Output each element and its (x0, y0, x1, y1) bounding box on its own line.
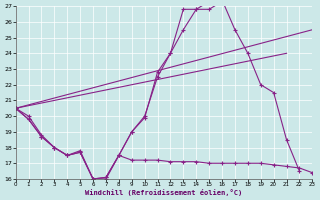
X-axis label: Windchill (Refroidissement éolien,°C): Windchill (Refroidissement éolien,°C) (85, 189, 243, 196)
